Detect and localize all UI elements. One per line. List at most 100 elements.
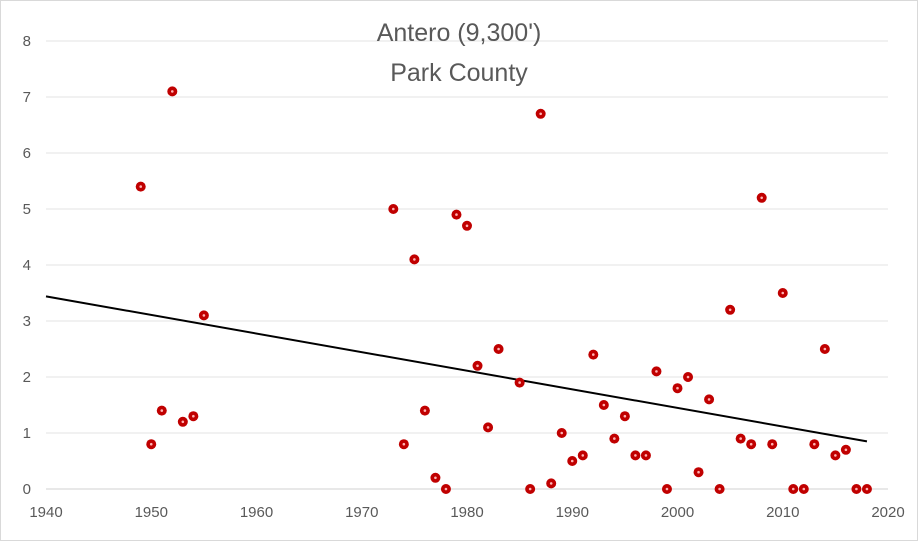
data-point xyxy=(619,411,630,422)
data-point-highlight xyxy=(665,487,669,491)
data-point xyxy=(830,450,841,461)
data-point-highlight xyxy=(444,487,448,491)
x-tick-label: 2010 xyxy=(766,504,799,521)
data-point xyxy=(756,192,767,203)
data-point xyxy=(514,377,525,388)
x-tick-label: 1970 xyxy=(345,504,378,521)
data-point-highlight xyxy=(476,364,479,368)
data-point-highlight xyxy=(823,347,827,351)
y-tick-label: 6 xyxy=(23,145,31,162)
data-point-highlight xyxy=(413,258,416,261)
y-tick-label: 4 xyxy=(23,257,31,274)
data-point xyxy=(819,344,830,354)
data-point xyxy=(777,288,788,298)
data-point-highlight xyxy=(676,386,679,390)
data-point xyxy=(588,349,599,360)
x-axis-tick-labels: 1940 1950 1960 1970 1980 1990 2000 2010 2020 xyxy=(29,504,904,521)
data-point xyxy=(430,472,441,483)
data-point-highlight xyxy=(749,442,753,446)
data-point xyxy=(798,484,809,494)
y-tick-label: 3 xyxy=(23,313,31,330)
x-tick-label: 1940 xyxy=(29,504,62,521)
data-point-highlight xyxy=(581,454,585,457)
data-point-highlight xyxy=(171,90,174,93)
y-axis-tick-labels: 0 1 2 3 4 5 6 7 8 xyxy=(23,33,31,498)
data-point xyxy=(440,484,451,494)
data-point xyxy=(146,439,157,450)
data-point xyxy=(640,450,651,461)
data-point-highlight xyxy=(655,370,658,373)
y-tick-label: 0 xyxy=(23,481,31,498)
data-point xyxy=(546,478,557,489)
data-point xyxy=(525,484,536,494)
data-point xyxy=(177,416,188,427)
x-tick-label: 1950 xyxy=(135,504,168,521)
data-point-highlight xyxy=(497,347,500,351)
y-tick-label: 2 xyxy=(23,369,31,386)
data-point xyxy=(167,86,178,97)
data-point xyxy=(188,411,199,422)
data-point xyxy=(861,484,872,494)
data-point xyxy=(493,344,504,354)
data-point-highlight xyxy=(834,454,837,457)
data-point xyxy=(388,204,399,214)
x-tick-label: 2000 xyxy=(661,504,694,521)
data-point-highlight xyxy=(392,207,395,211)
data-point-highlight xyxy=(528,487,532,491)
data-point xyxy=(398,439,409,450)
data-points xyxy=(135,86,872,494)
data-point xyxy=(598,400,609,410)
chart-title-line-2: Park County xyxy=(390,59,528,87)
data-point xyxy=(767,439,778,450)
y-tick-label: 8 xyxy=(23,33,31,50)
data-point xyxy=(135,181,146,192)
data-point xyxy=(714,484,725,494)
data-point-highlight xyxy=(192,414,195,418)
data-point-highlight xyxy=(549,482,553,485)
data-point-highlight xyxy=(181,420,185,424)
data-point xyxy=(462,220,472,231)
data-point-highlight xyxy=(602,403,606,407)
chart-title-line-1: Antero (9,300') xyxy=(377,19,542,47)
data-point-highlight xyxy=(686,375,690,379)
data-point-highlight xyxy=(486,426,490,429)
data-point-highlight xyxy=(149,442,153,446)
data-point xyxy=(725,304,736,315)
data-point-highlight xyxy=(802,487,806,491)
data-point xyxy=(735,433,746,444)
data-point-highlight xyxy=(739,437,742,440)
trendline-layer xyxy=(45,295,868,443)
x-tick-label: 1990 xyxy=(556,504,589,521)
x-tick-label: 1960 xyxy=(240,504,273,521)
data-point-highlight xyxy=(844,448,848,452)
data-point-highlight xyxy=(760,196,763,200)
data-point-highlight xyxy=(570,459,574,463)
data-point xyxy=(672,383,683,394)
data-point-highlight xyxy=(402,442,406,446)
x-tick-label: 2020 xyxy=(871,504,904,521)
data-point-highlight xyxy=(202,314,206,317)
data-point-highlight xyxy=(707,398,711,401)
data-point xyxy=(704,394,715,405)
x-tick-label: 1980 xyxy=(450,504,483,521)
data-point-highlight xyxy=(592,353,595,356)
data-point xyxy=(409,254,420,265)
data-point-highlight xyxy=(434,476,437,480)
y-tick-label: 5 xyxy=(23,201,31,218)
y-tick-label: 7 xyxy=(23,89,31,106)
chart-title: Antero (9,300') Park County xyxy=(377,19,542,87)
data-point-highlight xyxy=(770,442,774,446)
data-point-highlight xyxy=(455,213,458,216)
data-point xyxy=(483,422,494,433)
data-point xyxy=(630,450,641,461)
data-point-highlight xyxy=(465,224,469,228)
data-point xyxy=(851,484,862,494)
data-point xyxy=(683,372,694,382)
data-point-highlight xyxy=(518,381,521,384)
data-point xyxy=(661,484,672,494)
data-point-highlight xyxy=(560,431,564,435)
data-point xyxy=(809,439,820,450)
data-point xyxy=(198,310,209,321)
data-point-highlight xyxy=(613,437,616,440)
